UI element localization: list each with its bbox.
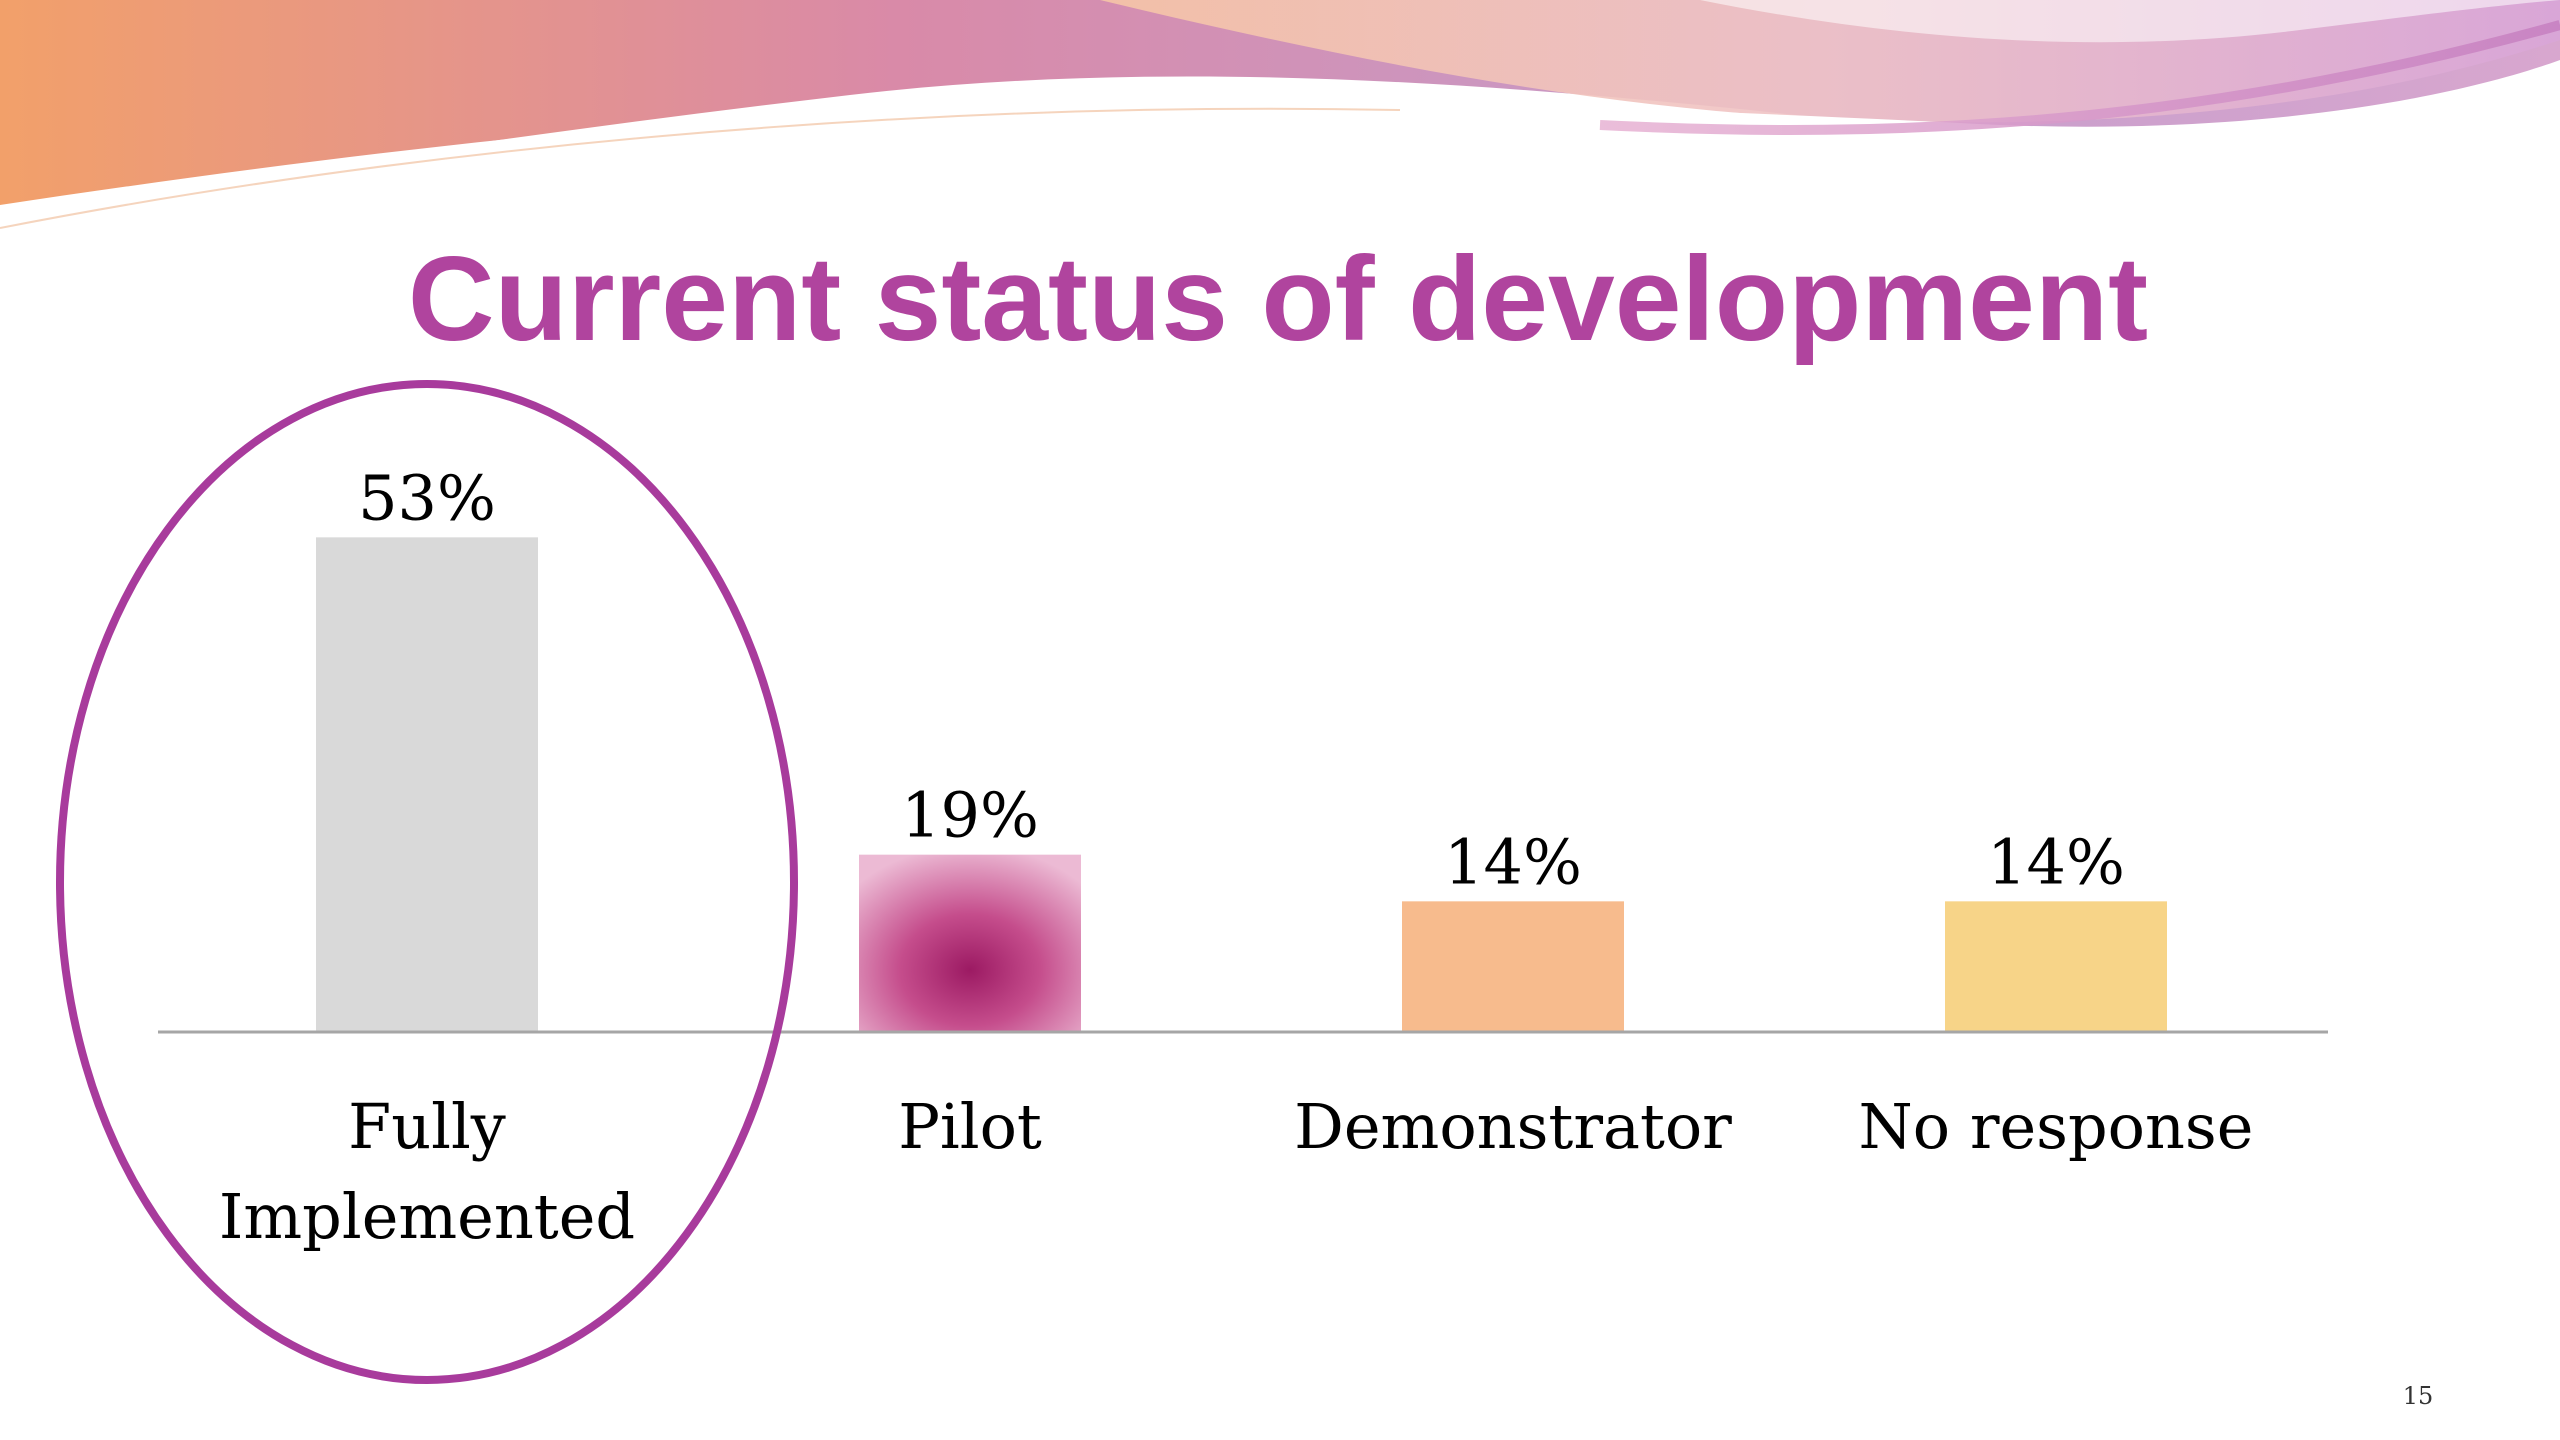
bar-pilot bbox=[859, 854, 1081, 1032]
page-number: 15 bbox=[2403, 1382, 2434, 1410]
category-label-no-response: No response bbox=[1859, 1090, 2254, 1163]
bars-layer bbox=[316, 537, 2167, 1032]
value-label-no-response: 14% bbox=[1987, 825, 2125, 898]
category-label-pilot: Pilot bbox=[898, 1090, 1042, 1163]
bar-fully-implemented bbox=[316, 537, 538, 1032]
highlight-ellipse bbox=[56, 380, 798, 1384]
value-label-demonstrator: 14% bbox=[1444, 825, 1582, 898]
value-labels-layer: 53% 19% 14% 14% bbox=[358, 461, 2125, 898]
value-label-pilot: 19% bbox=[901, 779, 1039, 852]
bar-no-response bbox=[1945, 901, 2167, 1032]
slide-title: Current status of development bbox=[408, 232, 2148, 366]
category-label-fully-implemented: Fully Implemented bbox=[219, 1090, 635, 1253]
value-label-fully-implemented: 53% bbox=[358, 461, 496, 534]
category-labels-layer: Fully Implemented Pilot Demonstrator No resp… bbox=[219, 1090, 2254, 1253]
category-label-demonstrator: Demonstrator bbox=[1294, 1090, 1732, 1163]
bar-demonstrator bbox=[1402, 901, 1624, 1032]
header-decoration bbox=[0, 0, 2560, 235]
